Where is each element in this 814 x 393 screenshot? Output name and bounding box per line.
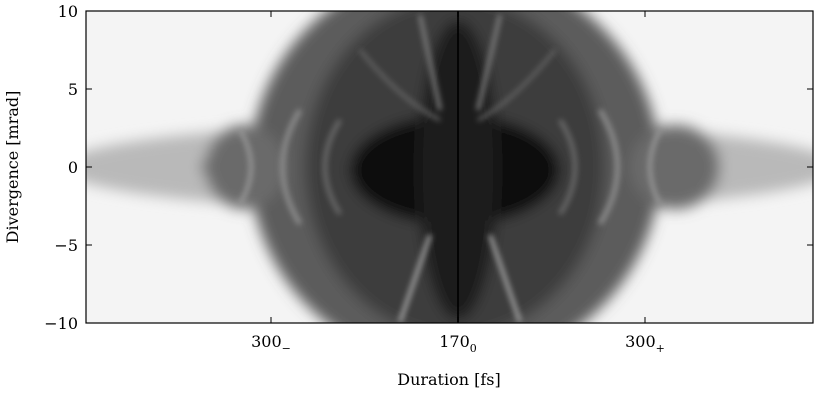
y-axis-title: Divergence [mrad] [3, 91, 22, 244]
y-tick-label: −5 [54, 236, 78, 255]
heatmap-side-right [630, 125, 720, 209]
x-tick-label-base: 170 [439, 332, 470, 351]
x-tick-label-subscript: + [656, 342, 665, 355]
x-axis: 300− 1700 300+ [251, 11, 665, 355]
heatmap-streaks [238, 14, 662, 323]
y-tick-label: 0 [68, 158, 78, 177]
x-tick-label-base: 300 [251, 332, 282, 351]
x-tick-label-subscript: 0 [470, 342, 477, 355]
x-tick-label: 300+ [625, 332, 665, 355]
x-axis-title: Duration [fs] [397, 370, 501, 389]
x-tick-label: 1700 [439, 332, 477, 355]
heatmap-area [86, 11, 813, 323]
y-tick-label: 10 [58, 2, 78, 21]
x-tick-label-base: 300 [625, 332, 656, 351]
y-axis: 10 5 0 −5 −10 [44, 2, 813, 333]
x-tick-label-subscript: − [282, 342, 291, 355]
y-tick-label: −10 [44, 314, 78, 333]
heatmap-side-left [205, 125, 285, 209]
x-tick-label: 300− [251, 332, 291, 355]
y-tick-label: 5 [68, 80, 78, 99]
